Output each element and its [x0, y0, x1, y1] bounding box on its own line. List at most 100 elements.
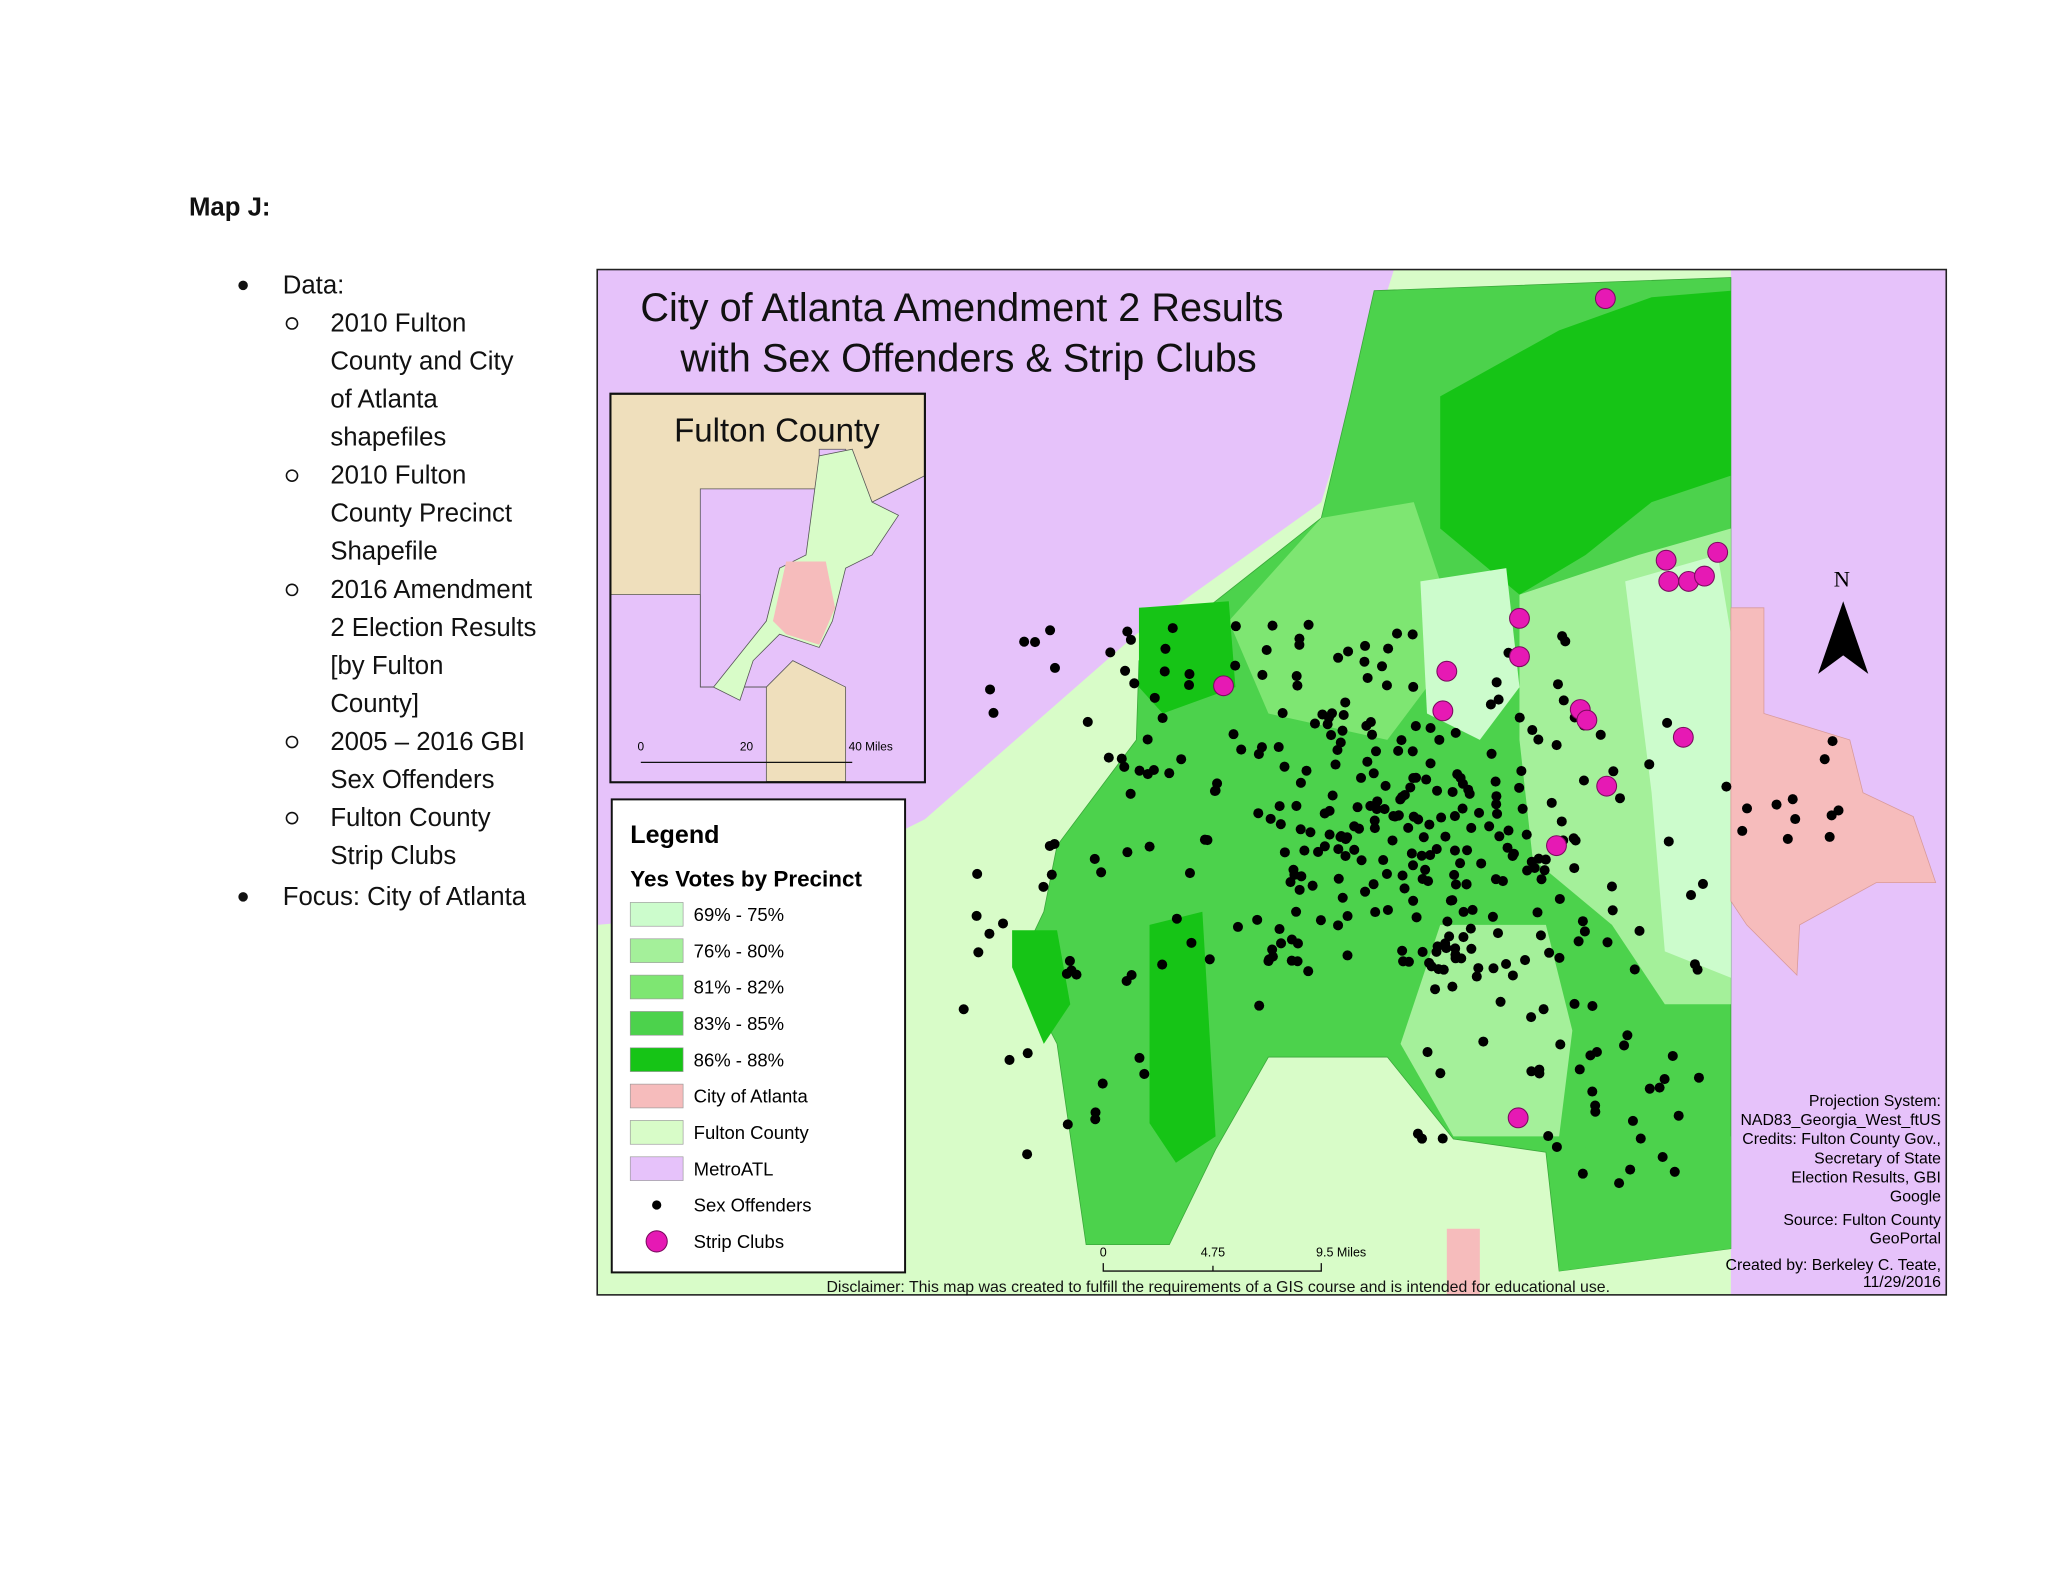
precincts — [1012, 930, 1071, 1044]
offender-dot — [1540, 854, 1551, 865]
offender-dot — [1536, 874, 1547, 885]
offender-dot — [1406, 848, 1417, 859]
offender-dot — [1392, 628, 1403, 639]
offender-dot — [1378, 855, 1389, 866]
offender-dot — [1693, 1072, 1704, 1083]
offender-dot — [1326, 730, 1337, 741]
offender-dot — [1157, 713, 1168, 724]
offender-dot — [1276, 938, 1287, 949]
credits: Projection System: NAD83_Georgia_West_ftU… — [1726, 1093, 1942, 1291]
legend-label: 76% - 80% — [694, 940, 784, 961]
inset-title: Fulton County — [674, 411, 880, 448]
offender-dot — [1644, 759, 1655, 770]
offender-dot — [1335, 737, 1346, 748]
offender-dot — [1430, 984, 1441, 995]
offender-dot — [1254, 1000, 1265, 1011]
offender-dot — [1560, 636, 1571, 647]
sub-bullet-text: Fulton County — [330, 804, 490, 832]
offender-dot — [1019, 636, 1030, 647]
offender-dot — [1370, 746, 1382, 757]
offender-dot — [1424, 819, 1435, 830]
offender-dot — [1368, 768, 1379, 779]
offender-dot — [1487, 911, 1498, 922]
offender-dot — [1408, 681, 1419, 692]
offender-dot — [1457, 778, 1468, 789]
offender-dot — [1574, 1064, 1585, 1075]
offender-dot — [1458, 906, 1469, 917]
offender-dot — [1367, 729, 1378, 740]
offender-dot — [1824, 831, 1835, 842]
offender-dot — [1473, 963, 1484, 974]
offender-dot — [1590, 1106, 1601, 1117]
offender-dot — [1230, 660, 1241, 671]
offender-dot — [1425, 758, 1436, 769]
offender-dot — [1407, 746, 1418, 757]
offender-dot — [1782, 833, 1793, 844]
offender-dot — [1552, 679, 1563, 690]
offender-dot — [1046, 869, 1057, 880]
offender-dot — [1160, 643, 1171, 654]
offender-dot — [1433, 964, 1444, 975]
offender-dot — [1741, 803, 1753, 814]
offender-dot — [1333, 873, 1344, 884]
offender-dot — [1125, 788, 1136, 799]
legend-swatch — [629, 902, 684, 927]
legend-club — [645, 1230, 668, 1253]
offender-dot — [1157, 959, 1168, 970]
offender-dot — [1349, 821, 1360, 832]
offender-dot — [1303, 619, 1314, 630]
offender-dot — [1129, 678, 1140, 689]
offender-dot — [985, 684, 996, 695]
offender-dot — [1159, 666, 1170, 677]
credit-line: Election Results, GBI — [1791, 1170, 1941, 1187]
offender-dot — [1125, 634, 1136, 645]
offender-dot — [1337, 892, 1348, 903]
sub-bullet-text: County and City — [330, 347, 513, 375]
offender-dot — [1022, 1048, 1033, 1059]
offender-dot — [1544, 947, 1555, 958]
legend-label: 69% - 75% — [694, 904, 784, 925]
offender-dot — [1342, 950, 1353, 961]
credit-line: Projection System: — [1809, 1093, 1941, 1110]
offender-dot — [1516, 765, 1527, 776]
offender-dot — [1071, 969, 1082, 980]
heading: Map J: — [189, 193, 271, 221]
legend-swatch — [629, 1120, 684, 1145]
offender-dot — [1447, 786, 1458, 797]
offender-dot — [1030, 637, 1041, 648]
offender-dot — [1122, 847, 1133, 858]
sub-bullet-text: 2016 Amendment — [330, 576, 532, 604]
offender-dot — [1491, 799, 1502, 810]
offender-dot — [1398, 956, 1409, 967]
offender-dot — [1634, 925, 1645, 936]
offender-dot — [1432, 941, 1443, 952]
offender-dot — [1614, 1178, 1625, 1189]
offender-dot — [1292, 938, 1303, 949]
offender-dot — [1294, 633, 1305, 644]
offender-dot — [1569, 863, 1580, 874]
map-frame — [596, 268, 1948, 1296]
offender-dot — [1399, 883, 1410, 894]
offender-dot — [1554, 893, 1565, 904]
offender-dot — [1389, 811, 1400, 822]
offender-dot — [1492, 808, 1503, 819]
offender-dot — [1253, 808, 1264, 819]
offender-dot — [1291, 671, 1302, 682]
offender-dot — [1667, 1050, 1678, 1061]
offender-dot — [1408, 811, 1419, 822]
offender-dot — [1288, 864, 1299, 875]
offender-dot — [1551, 740, 1562, 751]
offender-dot — [1577, 916, 1588, 927]
offender-dot — [1606, 881, 1617, 892]
offender-dot — [1062, 1119, 1073, 1130]
sub-bullet-text: of Atlanta — [330, 385, 438, 413]
offender-dot — [1291, 906, 1302, 917]
offender-dot — [984, 928, 995, 939]
offender-dot — [1097, 1078, 1108, 1089]
offender-dot — [1535, 930, 1546, 941]
offender-dot — [1507, 970, 1518, 981]
offender-dot — [1285, 877, 1296, 888]
legend-swatch — [629, 1156, 684, 1181]
legend-label: 83% - 85% — [694, 1013, 784, 1034]
offender-dot — [1267, 620, 1278, 631]
